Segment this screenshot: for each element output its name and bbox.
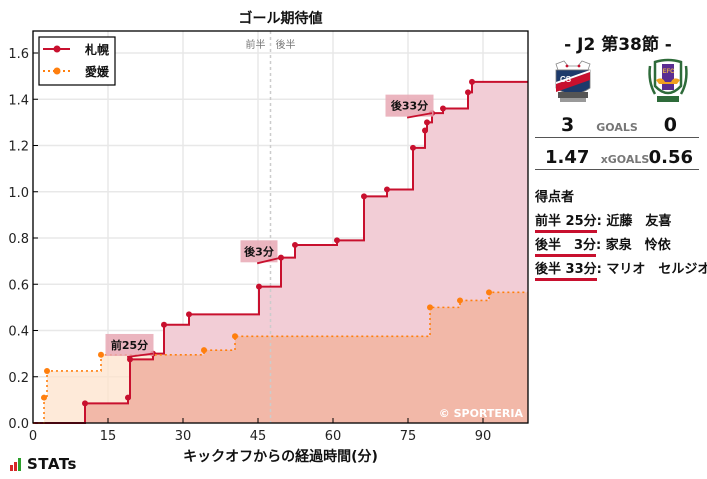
xgoals-label: xGOALS [600,153,650,166]
stats-logo: STATs [10,455,77,473]
data-point [292,241,298,248]
goal-annotation-box [105,333,154,356]
chart-title: ゴール期待値 [238,11,323,27]
data-point [125,394,131,401]
first-half-label: 前半 [246,38,266,51]
scorers-title: 得点者 [535,190,575,205]
x-tick-label: 45 [250,429,267,444]
data-point [486,289,492,296]
data-point [422,127,428,134]
data-point [465,89,471,96]
goal-annotation-label: 後3分 [244,244,274,258]
scorer-time: 前半 25分 [535,214,597,233]
round-title: - J2 第38節 - [564,35,672,55]
y-tick-label: 0.4 [8,325,29,340]
annotation-arrow [126,352,154,358]
legend-label: 愛媛 [85,64,110,79]
plot-frame [32,30,529,424]
xgoals-row: 1.47 xGOALS 0.56 [535,147,699,170]
data-point [384,186,390,193]
scorer-item: 後半 33分: マリオ セルジオ [535,258,707,281]
home-xgoals: 1.47 [545,147,590,168]
second-half-label: 後半 [276,38,296,51]
y-tick-label: 0.0 [8,417,29,432]
data-point [44,367,50,374]
y-tick-label: 0.6 [8,278,29,293]
y-tick-label: 1.0 [8,186,29,201]
bar-chart-icon [10,458,21,471]
x-axis-label: キックオフからの経過時間(分) [183,449,378,465]
x-tick-label: 75 [400,429,417,444]
goals-label: GOALS [596,121,638,134]
data-point [41,394,47,401]
x-tick-label: 30 [175,429,192,444]
x-tick-label: 90 [475,429,492,444]
legend-label: 札幌 [84,42,109,57]
data-point [457,297,463,304]
data-point [469,78,475,85]
x-tick-label: 0 [29,429,37,444]
scorer-time: 後半 3分 [535,238,597,257]
data-point [82,400,88,407]
stats-brand: STATs [27,455,77,473]
watermark: © SPORTERIA [439,407,524,420]
y-tick-label: 1.2 [8,140,29,155]
y-tick-label: 0.2 [8,371,29,386]
svg-text:CS: CS [560,75,572,84]
goal-annotation-label: 前25分 [111,338,148,352]
goal-annotation-box [385,94,434,117]
scorer-item: 後半 3分: 家泉 怜依 [535,234,671,257]
data-point [440,105,446,112]
x-tick-label: 60 [325,429,342,444]
data-point [334,237,340,244]
data-point [201,347,207,354]
y-tick-label: 1.6 [8,47,29,62]
data-point [98,351,104,358]
ehime-crest-icon: EFC [648,58,688,102]
annotation-arrow [406,112,433,119]
data-point [161,321,167,328]
home-goals: 3 [561,114,575,136]
x-tick-label: 15 [100,429,117,444]
goal-annotation-label: 後33分 [391,99,428,113]
svg-text:EFC: EFC [663,69,676,75]
annotation-arrow [256,256,282,265]
away-goals: 0 [663,114,677,136]
scorer-time: 後半 33分 [535,262,597,281]
data-point [127,356,133,363]
data-point [232,333,238,340]
sapporo-crest-icon: CS [555,60,591,102]
data-point [410,144,416,151]
data-point [361,193,367,200]
scorer-name: 近藤 友喜 [601,214,672,229]
data-point [256,283,262,290]
y-tick-label: 1.4 [8,93,29,108]
goal-annotation-box [240,240,278,263]
scorer-name: 家泉 怜依 [601,238,671,253]
data-point [424,119,430,126]
goals-row: 3 GOALS 0 [535,114,699,138]
away-xgoals: 0.56 [648,147,693,168]
y-tick-label: 0.8 [8,232,29,247]
data-point [186,311,192,318]
scorer-item: 前半 25分: 近藤 友喜 [535,210,672,233]
scorer-name: マリオ セルジオ [601,262,707,277]
data-point [427,304,433,311]
